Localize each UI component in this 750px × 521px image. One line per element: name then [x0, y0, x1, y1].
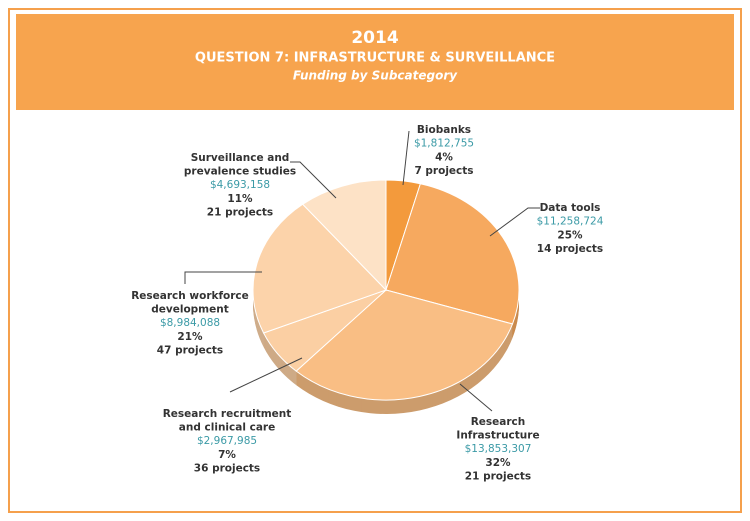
slice-label: Surveillance and: [191, 152, 290, 164]
chart-title: 2014: [351, 28, 398, 48]
share-label: 4%: [435, 152, 453, 164]
frame: [8, 8, 742, 513]
slice-label: Research recruitment: [163, 408, 292, 420]
slice: [252, 203, 387, 334]
slice-label: development: [151, 304, 229, 316]
pie-tops: [252, 179, 520, 401]
slice-label: Biobanks: [417, 124, 471, 136]
slice-label: and clinical care: [179, 422, 275, 434]
labels: Biobanks $1,812,755 4%7 projects Data tools…: [131, 124, 604, 483]
leader-line: [290, 161, 337, 199]
slice: [295, 289, 514, 401]
slice: [385, 183, 520, 325]
projects-label: 21 projects: [207, 207, 273, 219]
share-label: 7%: [218, 449, 236, 461]
slice-label: Research workforce: [131, 290, 249, 302]
leader-line: [184, 271, 262, 284]
projects-label: 36 projects: [194, 463, 260, 475]
share-label: 21%: [177, 331, 203, 343]
projects-label: 47 projects: [157, 345, 223, 357]
leader-line: [402, 130, 410, 186]
slice-label: prevalence studies: [184, 166, 296, 178]
value-label: $2,967,985: [197, 435, 257, 447]
header-band: [16, 14, 734, 110]
projects-label: 21 projects: [465, 471, 531, 483]
projects-label: 14 projects: [537, 243, 603, 255]
slice-label: Research: [471, 416, 526, 428]
value-label: $4,693,158: [210, 179, 270, 191]
value-label: $11,258,724: [537, 216, 604, 228]
projects-label: 7 projects: [414, 165, 473, 177]
value-label: $8,984,088: [160, 317, 220, 329]
share-label: 11%: [227, 193, 253, 205]
slice: [301, 179, 387, 292]
leader-line: [489, 207, 540, 237]
chart-subtitle: QUESTION 7: INFRASTRUCTURE & SURVEILLANC…: [195, 51, 555, 66]
share-label: 32%: [485, 457, 511, 469]
leader-line: [459, 383, 493, 412]
value-label: $13,853,307: [465, 443, 532, 455]
slice-label: Infrastructure: [456, 430, 539, 442]
slice-label: Data tools: [540, 202, 601, 214]
chart-caption: Funding by Subcategory: [293, 69, 458, 83]
leader-line: [229, 357, 303, 393]
value-label: $1,812,755: [414, 138, 474, 150]
share-label: 25%: [557, 230, 583, 242]
